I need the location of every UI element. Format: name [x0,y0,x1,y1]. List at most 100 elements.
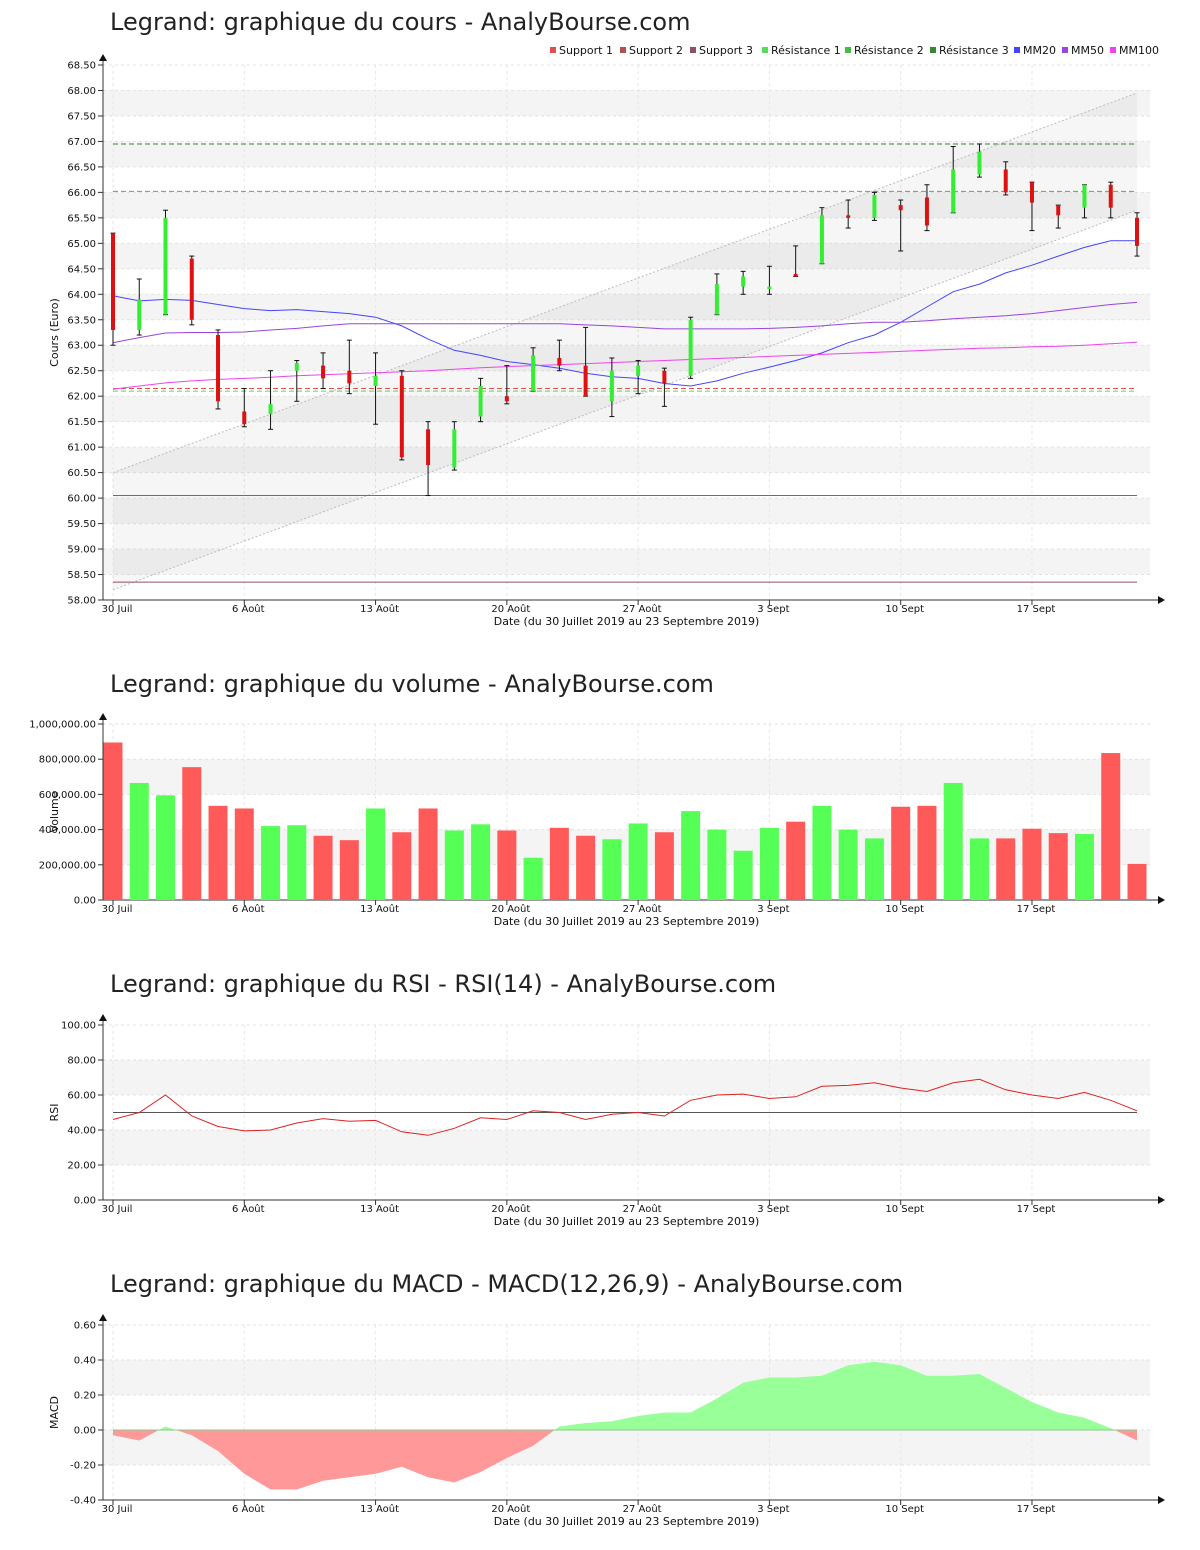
price-y-tick-label: 66.00 [67,188,96,199]
volume-bar [234,808,254,900]
price-candle [766,265,772,295]
price-candle [1055,204,1061,229]
volume-bar [156,795,176,900]
rsi-x-tick-label: 30 Juil [102,1204,133,1215]
price-candle [268,370,274,430]
macd-x-axis-arrow [1158,1496,1165,1504]
price-legend-swatch [845,47,851,53]
rsi-y-tick-label: 20.00 [67,1161,96,1172]
volume-bar [943,782,963,900]
price-candle [609,357,615,418]
price-legend-swatch [620,47,626,53]
price-candle [688,316,694,379]
price-y-tick-label: 65.50 [67,213,96,224]
price-candle [399,370,405,461]
volume-bar [1074,834,1094,900]
price-grid-band [103,192,1150,218]
volume-bar [182,767,202,900]
price-y-tick-label: 67.00 [67,137,96,148]
volume-y-tick-label: 200,000.00 [39,860,96,871]
macd-area-negative [1114,1430,1137,1441]
volume-bar [576,835,596,900]
volume-x-axis-arrow [1158,896,1165,904]
volume-bar [812,805,832,900]
price-legend-label: MM100 [1119,44,1159,57]
volume-x-tick-label: 13 Août [360,903,399,915]
price-y-axis-title: Cours (Euro) [48,298,61,367]
macd-x-tick-label: 6 Août [232,1503,265,1515]
rsi-line [112,1078,1138,1136]
price-legend-label: MM50 [1071,44,1104,57]
price-candle [504,365,510,405]
macd-y-tick-label: -0.20 [70,1461,96,1472]
volume-y-tick-label: 1,000,000.00 [29,720,96,731]
volume-bar [287,825,307,900]
volume-x-tick-label: 30 Juil [102,904,133,915]
volume-bar [838,829,858,900]
price-chart: 58.00 58.50 59.00 59.50 60.00 60.50 61.00 61.50… [48,44,1165,628]
price-x-tick-label: 17 Sept [1017,604,1056,615]
volume-bar [313,835,333,900]
volume-bar [339,840,359,900]
price-x-tick-label: 3 Sept [757,604,789,615]
macd-chart-title: Legrand: graphique du MACD - MACD(12,26,… [110,1270,904,1298]
price-x-tick-label: 27 Août [623,603,662,615]
volume-grid-band [103,829,1150,865]
macd-x-tick-label: 13 Août [360,1503,399,1515]
price-candle [871,191,877,221]
price-y-tick-label: 63.50 [67,315,96,326]
volume-x-tick-label: 17 Sept [1017,904,1056,915]
volume-x-tick-label: 20 Août [491,903,530,915]
volume-bar [786,821,806,900]
volume-chart-title: Legrand: graphique du volume - AnalyBour… [110,670,714,698]
rsi-y-tick-label: 60.00 [67,1091,96,1102]
price-legend-swatch [930,47,936,53]
price-y-tick-label: 59.50 [67,519,96,530]
price-candle [373,352,379,425]
price-candle [950,146,956,214]
price-y-tick-label: 60.00 [67,494,96,505]
price-candle [425,421,431,497]
price-line-mm20 [112,240,1137,387]
price-y-tick-label: 59.00 [67,545,96,556]
price-candle [714,273,720,316]
price-candle [294,360,300,402]
volume-y-tick-label: 400,000.00 [39,825,96,836]
price-candle [793,245,799,277]
price-candle [898,199,904,252]
price-grid-band [103,549,1150,575]
rsi-y-tick-label: 0.00 [74,1196,96,1207]
price-line-mm100 [112,341,1138,390]
macd-area-negative [113,1430,159,1441]
price-y-tick-label: 68.00 [67,86,96,97]
volume-grid-band [103,759,1150,795]
price-grid-band [103,90,1150,116]
volume-bar [996,838,1016,900]
volume-bar [602,839,622,900]
volume-bar [444,830,464,900]
price-y-tick-label: 61.50 [67,417,96,428]
volume-bar [681,811,701,900]
macd-x-tick-label: 10 Sept [885,1504,924,1515]
rsi-y-tick-label: 40.00 [67,1126,96,1137]
price-y-tick-label: 67.50 [67,111,96,122]
macd-y-tick-label: 0.20 [74,1391,96,1402]
price-y-tick-label: 60.50 [67,468,96,479]
rsi-x-tick-label: 20 Août [491,1203,530,1215]
price-candle [661,367,667,407]
price-candle [1081,184,1087,219]
volume-bar [103,742,123,900]
rsi-x-tick-label: 17 Sept [1017,1204,1056,1215]
volume-y-tick-label: 0.00 [74,896,96,907]
price-candle [1029,181,1035,232]
price-candle [819,207,825,265]
price-y-tick-label: 58.50 [67,570,96,581]
volume-chart: 0.00 200,000.00 400,000.00 600,000.00 800,00… [29,713,1165,928]
macd-chart: -0.40 -0.20 0.00 0.20 0.40 0.60 30 Juil 6 Août 1… [48,1314,1165,1528]
price-x-axis-arrow [1158,596,1165,604]
price-y-tick-label: 66.50 [67,162,96,173]
price-x-axis-title: Date (du 30 Juillet 2019 au 23 Septembre… [494,615,760,628]
volume-bar [891,806,911,900]
rsi-grid-band [103,1130,1150,1165]
price-candle [845,199,851,229]
